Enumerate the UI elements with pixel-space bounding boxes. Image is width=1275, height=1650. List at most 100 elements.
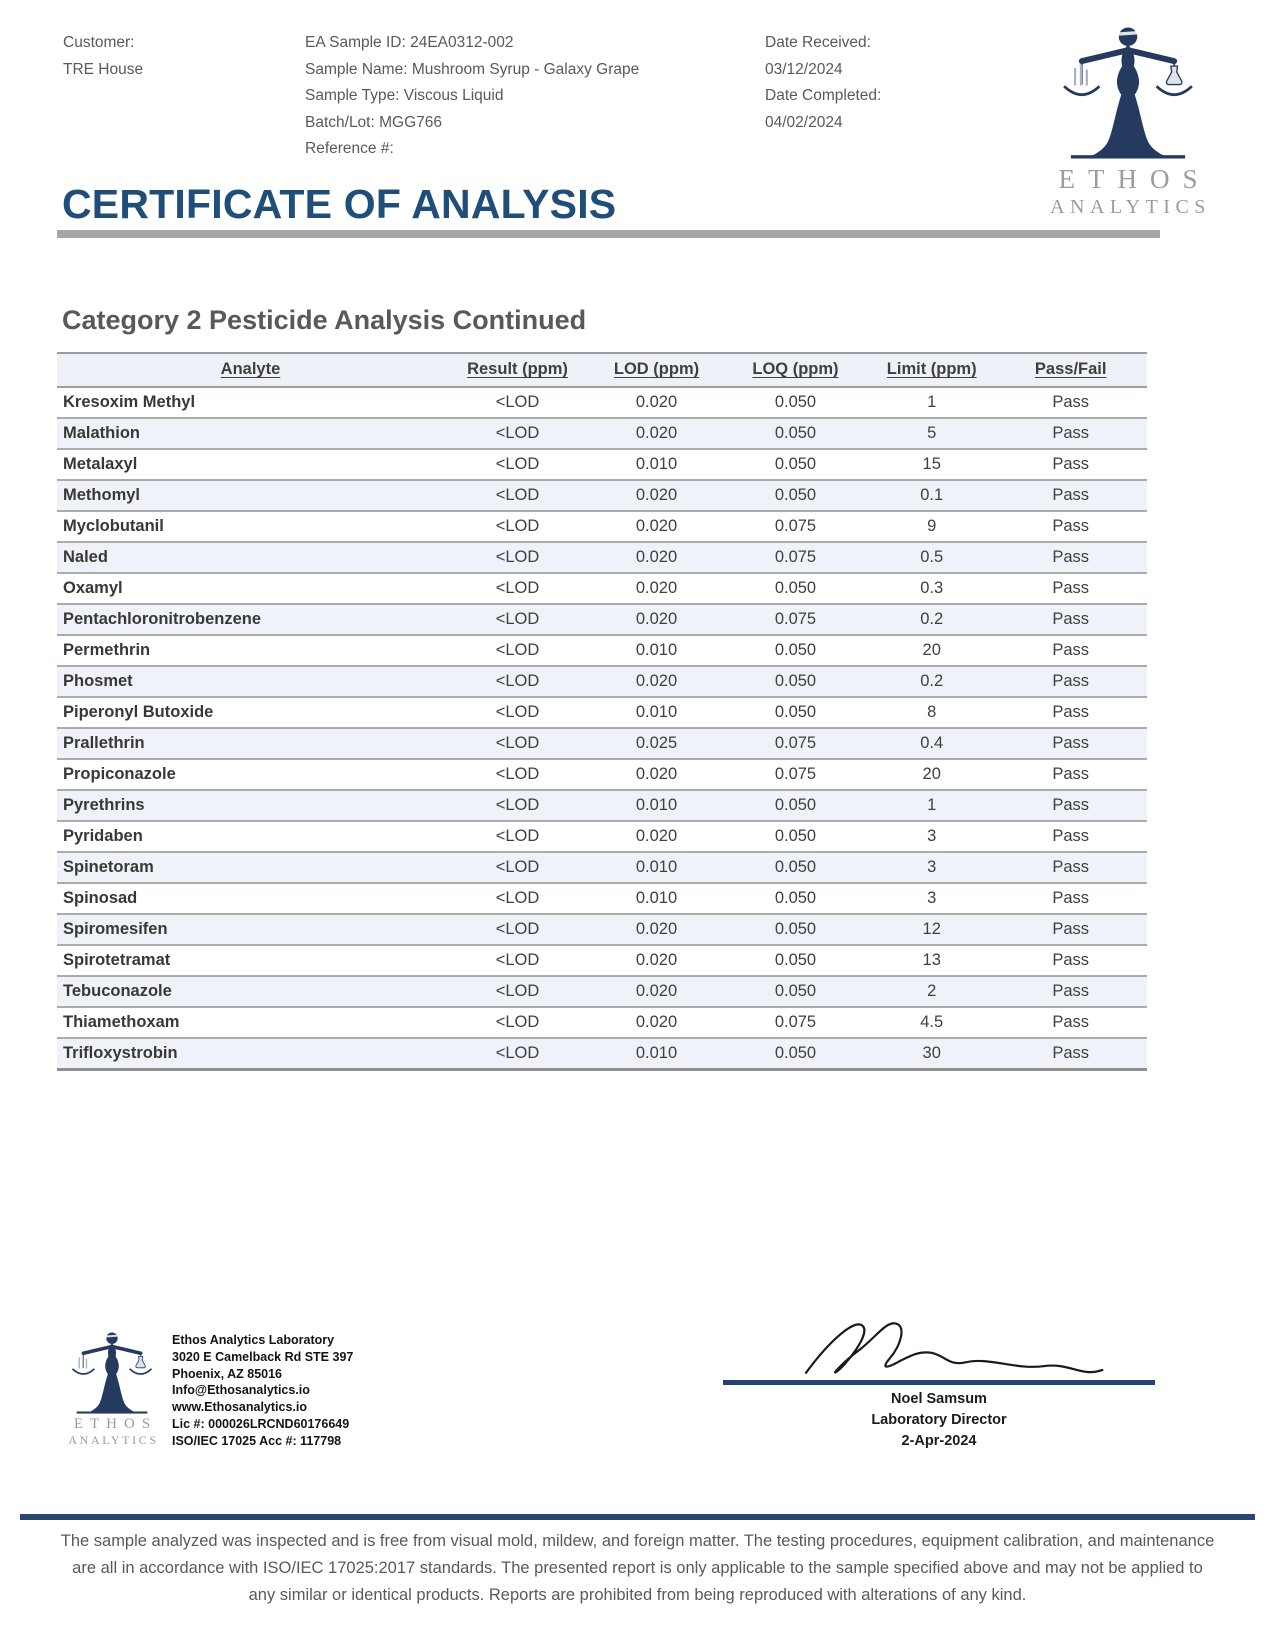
cell-value: 0.075 — [721, 759, 870, 791]
cell-value: <LOD — [443, 852, 592, 884]
column-header: LOD (ppm) — [591, 352, 722, 388]
signature-block: Noel Samsum Laboratory Director 2-Apr-20… — [723, 1312, 1155, 1452]
sample-field: Reference #: — [305, 140, 394, 157]
cell-value: Pass — [994, 945, 1147, 977]
sample-field: Batch/Lot: MGG766 — [305, 113, 442, 131]
cell-value: 0.4 — [869, 728, 995, 760]
cell-value: 8 — [869, 697, 995, 729]
cell-value: 4.5 — [869, 1007, 995, 1039]
cell-value: 0.025 — [591, 728, 722, 760]
table-row: Myclobutanil <LOD 0.020 0.075 9 Pass — [57, 511, 1147, 543]
cell-value: Pass — [994, 635, 1147, 667]
sample-field: Sample Type: Viscous Liquid — [305, 87, 504, 104]
analyte-name: Spiromesifen — [57, 914, 444, 946]
analyte-name: Propiconazole — [57, 759, 444, 791]
date-fields: Date Received: 03/12/2024 Date Completed: 0… — [765, 30, 1005, 163]
cell-value: <LOD — [443, 604, 592, 636]
footer-logo-wordmark-analytics: ANALYTICS — [68, 1433, 159, 1447]
cell-value: Pass — [994, 480, 1147, 512]
cell-value: 0.020 — [591, 387, 722, 419]
cell-value: 0.010 — [591, 852, 722, 884]
table-row: Phosmet <LOD 0.020 0.050 0.2 Pass — [57, 666, 1147, 698]
cell-value: <LOD — [443, 511, 592, 543]
lab-info-line: ISO/IEC 17025 Acc #: 117798 — [172, 1433, 342, 1448]
cell-value: 0.050 — [721, 914, 870, 946]
date-label: Date Completed: — [765, 87, 882, 104]
cell-value: 0.020 — [591, 511, 722, 543]
cell-value: 2 — [869, 976, 995, 1008]
cell-value: 0.050 — [721, 666, 870, 698]
section-title: Category 2 Pesticide Analysis Continued — [62, 305, 587, 335]
analyte-name: Thiamethoxam — [57, 1007, 444, 1039]
table-row: Permethrin <LOD 0.010 0.050 20 Pass — [57, 635, 1147, 667]
cell-value: 0.2 — [869, 604, 995, 636]
date-value: 04/02/2024 — [765, 113, 843, 131]
customer-label: Customer: — [63, 34, 135, 51]
signature-icon — [804, 1322, 1104, 1374]
cell-value: 0.020 — [591, 914, 722, 946]
analyte-name: Pyridaben — [57, 821, 444, 853]
cell-value: <LOD — [443, 883, 592, 915]
ethos-analytics-logo: ETHOS ANALYTICS — [1039, 24, 1217, 219]
cell-value: <LOD — [443, 387, 592, 419]
cell-value: <LOD — [443, 728, 592, 760]
cell-value: Pass — [994, 821, 1147, 853]
cell-value: 0.050 — [721, 635, 870, 667]
footer-ethos-logo: ETHOS ANALYTICS — [56, 1330, 168, 1448]
cell-value: 0.075 — [721, 511, 870, 543]
table-row: Pentachloronitrobenzene <LOD 0.020 0.075 0.2… — [57, 604, 1147, 636]
cell-value: 0.020 — [591, 945, 722, 977]
cell-value: 0.020 — [591, 542, 722, 574]
page-title: CERTIFICATE OF ANALYSIS — [62, 181, 617, 227]
cell-value: Pass — [994, 1038, 1147, 1071]
analyte-name: Pyrethrins — [57, 790, 444, 822]
cell-value: 1 — [869, 790, 995, 822]
cell-value: 0.020 — [591, 604, 722, 636]
lab-info-line: Lic #: 000026LRCND60176649 — [172, 1416, 350, 1431]
cell-value: <LOD — [443, 635, 592, 667]
cell-value: Pass — [994, 666, 1147, 698]
cell-value: 0.050 — [721, 821, 870, 853]
cell-value: 0.050 — [721, 573, 870, 605]
cell-value: 0.020 — [591, 759, 722, 791]
cell-value: 0.020 — [591, 418, 722, 450]
cell-value: 0.050 — [721, 387, 870, 419]
table-row: Spirotetramat <LOD 0.020 0.050 13 Pass — [57, 945, 1147, 977]
table-row: Methomyl <LOD 0.020 0.050 0.1 Pass — [57, 480, 1147, 512]
lab-contact-info: Ethos Analytics Laboratory 3020 E Camelba… — [172, 1332, 353, 1450]
analyte-name: Malathion — [57, 418, 444, 450]
sample-fields: EA Sample ID: 24EA0312-002 Sample Name: M… — [305, 30, 765, 163]
logo-wordmark-ethos: ETHOS — [1058, 164, 1211, 194]
table-row: Naled <LOD 0.020 0.075 0.5 Pass — [57, 542, 1147, 574]
cell-value: 0.050 — [721, 449, 870, 481]
analyte-name: Spirotetramat — [57, 945, 444, 977]
cell-value: 20 — [869, 759, 995, 791]
lab-info-line: Ethos Analytics Laboratory — [172, 1333, 335, 1347]
analyte-name: Prallethrin — [57, 728, 444, 760]
column-header: LOQ (ppm) — [721, 352, 870, 388]
cell-value: Pass — [994, 418, 1147, 450]
cell-value: 13 — [869, 945, 995, 977]
signature-date: 2-Apr-2024 — [901, 1433, 977, 1449]
cell-value: 0.1 — [869, 480, 995, 512]
analyte-name: Spinetoram — [57, 852, 444, 884]
cell-value: 0.075 — [721, 1007, 870, 1039]
table-row: Kresoxim Methyl <LOD 0.020 0.050 1 Pass — [57, 387, 1147, 419]
cell-value: Pass — [994, 914, 1147, 946]
cell-value: Pass — [994, 573, 1147, 605]
cell-value: <LOD — [443, 697, 592, 729]
cell-value: <LOD — [443, 666, 592, 698]
cell-value: 0.075 — [721, 542, 870, 574]
signer-name: Noel Samsum — [891, 1391, 987, 1407]
table-row: Thiamethoxam <LOD 0.020 0.075 4.5 Pass — [57, 1007, 1147, 1039]
table-row: Propiconazole <LOD 0.020 0.075 20 Pass — [57, 759, 1147, 791]
analyte-name: Metalaxyl — [57, 449, 444, 481]
column-header: Analyte — [57, 352, 444, 388]
table-row: Metalaxyl <LOD 0.010 0.050 15 Pass — [57, 449, 1147, 481]
analysis-table-head-row: Analyte Result (ppm) LOD (ppm) LOQ (ppm) Lim… — [57, 352, 1147, 388]
footer-logo-wordmark-ethos: ETHOS — [73, 1416, 158, 1432]
cell-value: 1 — [869, 387, 995, 419]
table-row: Trifloxystrobin <LOD 0.010 0.050 30 Pass — [57, 1038, 1147, 1071]
cell-value: 3 — [869, 821, 995, 853]
